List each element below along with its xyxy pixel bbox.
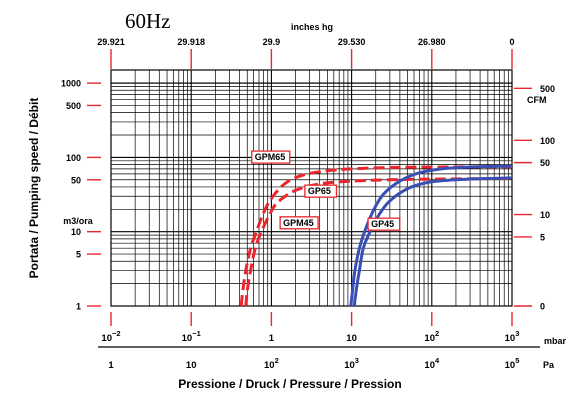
curve-gpm45 [244, 177, 513, 307]
left-tick-label: 5 [76, 250, 81, 260]
top-axis: 29.921 29.918 29.9 29.530 26.980 0 [97, 37, 515, 69]
pa-tick-label-exponent: 5 [515, 356, 519, 365]
pa-tick-label: 104 [424, 356, 440, 371]
bottom-axis-pa: 1 10 102 103 104 105 [108, 356, 519, 371]
top-tick-label: 29.918 [177, 37, 205, 47]
pa-tick-label-base: 10 [505, 360, 516, 371]
curve-label-box [304, 184, 338, 198]
left-axis: 1000 500 100 50 10 5 1 [61, 79, 101, 312]
right-tick-label: 5 [540, 232, 545, 242]
curve-gp45 [352, 176, 513, 307]
left-tick-label: 1000 [61, 79, 81, 89]
right-axis-unit: CFM [527, 95, 547, 105]
pa-unit-label: Pa [543, 360, 555, 370]
pa-tick-label-base: 10 [344, 360, 355, 371]
plot-frame [110, 69, 513, 307]
mbar-tick-label-base: 10 [505, 333, 516, 344]
chart-title: 60Hz [125, 9, 171, 33]
pa-tick-label: 105 [505, 356, 520, 371]
bottom-axis-label: Pressione / Druck / Pressure / Pression [178, 377, 401, 391]
mbar-tick-label: 102 [424, 329, 439, 344]
mbar-tick-label-base: 10 [182, 333, 193, 344]
top-axis-label: inches hg [291, 22, 333, 32]
pa-tick-label: 103 [344, 356, 359, 371]
curve-labels: GPM65 GPM45 GP65 GP45 [251, 150, 401, 231]
curve-label: GPM45 [283, 218, 314, 228]
mbar-tick-label-base: 1 [269, 333, 275, 344]
top-tick-label: 26.980 [418, 37, 446, 47]
mbar-tick-label-exponent: −2 [112, 329, 121, 338]
curve-label-box [251, 150, 291, 164]
left-axis-label: Portata / Pumping speed / Débit [27, 98, 41, 279]
mbar-tick-label: 10−2 [101, 329, 120, 344]
mbar-tick-label: 1 [269, 333, 275, 344]
top-tick-label: 29.9 [263, 37, 281, 47]
curve-gp65 [349, 164, 513, 307]
left-tick-label: 50 [71, 175, 81, 185]
mbar-tick-label-exponent: −1 [192, 329, 201, 338]
left-tick-label: 10 [71, 227, 81, 237]
mbar-tick-label-base: 10 [424, 333, 435, 344]
pa-tick-label-base: 10 [186, 360, 197, 371]
left-axis-unit: m3/ora [63, 216, 94, 226]
right-tick-label: 0 [540, 302, 545, 312]
pa-tick-label-base: 1 [108, 360, 114, 371]
pa-tick-label-base: 10 [264, 360, 275, 371]
plot-grid [111, 70, 512, 306]
mbar-tick-label-exponent: 3 [515, 329, 519, 338]
left-tick-label: 100 [66, 153, 81, 163]
bottom-axis-mbar: 10−2 10−1 1 10 102 103 [101, 312, 519, 344]
pa-tick-label-base: 10 [424, 360, 435, 371]
curve-label: GP45 [371, 219, 394, 229]
mbar-unit-label: mbar [544, 336, 567, 346]
curve-label: GP65 [308, 186, 331, 196]
pa-tick-label: 1 [108, 360, 114, 371]
right-tick-label: 10 [540, 210, 550, 220]
mbar-tick-label-base: 10 [346, 333, 357, 344]
left-tick-label: 1 [76, 302, 81, 312]
left-tick-label: 500 [66, 101, 81, 111]
curve-gpm65 [239, 165, 513, 307]
pa-tick-label-exponent: 4 [435, 356, 440, 365]
mbar-tick-label-exponent: 2 [435, 329, 439, 338]
top-tick-label: 0 [509, 37, 514, 47]
mbar-tick-label: 10 [346, 333, 357, 344]
curve-label: GPM65 [255, 152, 286, 162]
top-tick-label: 29.921 [97, 37, 125, 47]
pa-tick-label-exponent: 3 [355, 356, 359, 365]
top-tick-label: 29.530 [338, 37, 366, 47]
pa-tick-label: 102 [264, 356, 279, 371]
right-tick-label: 50 [540, 158, 550, 168]
mbar-tick-label-base: 10 [101, 333, 112, 344]
mbar-tick-label: 103 [505, 329, 520, 344]
right-tick-label: 500 [540, 84, 555, 94]
curve-label-box [279, 216, 319, 230]
curve-label-box [367, 217, 401, 231]
right-tick-label: 100 [540, 136, 555, 146]
pa-tick-label-exponent: 2 [275, 356, 279, 365]
pump-curves [239, 164, 513, 307]
pa-tick-label: 10 [186, 360, 197, 371]
mbar-tick-label: 10−1 [182, 329, 201, 344]
